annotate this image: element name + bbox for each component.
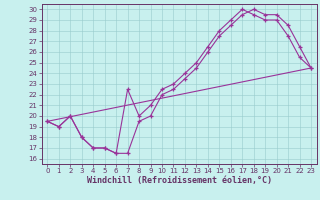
X-axis label: Windchill (Refroidissement éolien,°C): Windchill (Refroidissement éolien,°C): [87, 176, 272, 185]
